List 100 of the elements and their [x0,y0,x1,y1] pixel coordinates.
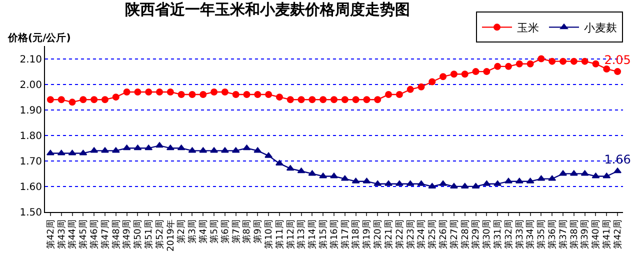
point [406,86,414,93]
y-tick-label: 1.70 [20,156,42,168]
x-tick-label: 第33周 [514,220,526,250]
x-tick-label: 第22周 [394,220,406,250]
x-tick-label: 第28周 [460,220,471,250]
x-tick-label: 第27周 [448,220,460,250]
point [363,96,370,104]
x-tick-label: 第21周 [383,220,394,250]
point [210,88,218,96]
point [122,144,131,150]
point [581,58,588,65]
point [570,58,578,65]
point [472,68,480,76]
point [330,96,338,104]
point [156,88,164,96]
x-tick-label: 第32周 [503,220,514,250]
point [90,147,98,153]
point [504,178,512,184]
point [166,144,174,150]
point [570,170,578,176]
y-tick-label: 1.60 [20,182,42,193]
x-tick-label: 第24周 [416,220,428,250]
point [178,91,185,98]
x-tick-label: 第23周 [405,220,416,250]
y-tick-label: 2.00 [20,80,42,91]
point [177,144,186,150]
point [352,96,360,104]
point [58,96,65,104]
x-tick-label: 第16周 [328,220,340,250]
point [352,178,360,184]
x-tick-label: 第3周 [187,220,198,244]
y-tick-label: 1.80 [20,130,42,142]
point [80,96,87,104]
x-tick-label: 第11周 [274,220,286,250]
point [515,178,524,184]
data-label: 1.66 [604,152,631,166]
point [461,70,468,78]
point [460,182,469,188]
point [264,152,273,158]
y-tick-label: 2.10 [20,54,42,66]
x-tick-label: 第26周 [438,220,449,250]
point [614,68,622,76]
x-tick-label: 第13周 [296,220,308,250]
point [46,96,54,104]
x-tick-label: 第39周 [580,220,591,250]
x-tick-label: 第17周 [340,220,351,250]
point [494,62,502,70]
point [384,180,392,186]
point [580,170,589,176]
point [156,142,164,148]
point [221,88,228,96]
x-tick-label: 第34周 [525,220,536,250]
point [472,182,480,188]
x-tick-label: 第18周 [350,220,362,250]
point [482,180,491,186]
point [504,62,512,70]
point [320,96,327,104]
x-tick-label: 第14周 [307,220,318,250]
point [298,96,305,104]
point [243,91,250,98]
x-tick-label: 第8周 [242,220,253,244]
point [374,180,382,186]
point [199,147,208,153]
y-axis-title: 价格(元/公斤) [7,32,71,44]
x-tick-label: 第30周 [482,220,493,250]
point [144,144,153,150]
point [254,91,262,98]
x-tick-label: 第6周 [220,220,231,244]
point [560,58,567,65]
x-tick-label: 第45周 [78,220,90,250]
point [428,78,436,86]
x-tick-label: 第9周 [252,220,264,244]
point [319,172,328,178]
point [112,94,120,101]
point [188,147,196,153]
point [559,170,567,176]
chart-title: 陕西省近一年玉米和小麦麸价格周度走势图 [125,0,410,18]
x-tick-label: 第19周 [362,220,373,250]
x-tick-label: 第2周 [176,220,188,244]
point [210,147,218,153]
point [123,88,130,96]
point [341,96,348,104]
x-tick-label: 第12周 [285,220,296,250]
point [68,98,76,106]
point [592,60,600,68]
point [90,96,98,104]
point [538,55,545,62]
point [286,165,294,171]
x-tick-label: 第50周 [132,220,144,250]
x-tick-label: 第29周 [470,220,482,250]
point [276,160,284,166]
point [79,150,88,156]
point [276,94,283,101]
x-tick-label: 第40周 [590,220,602,250]
point [112,147,120,153]
point [46,150,54,156]
x-tick-label: 2019年 [165,220,176,252]
point [602,172,611,178]
point [526,60,534,68]
x-tick-label: 第10周 [263,220,274,250]
